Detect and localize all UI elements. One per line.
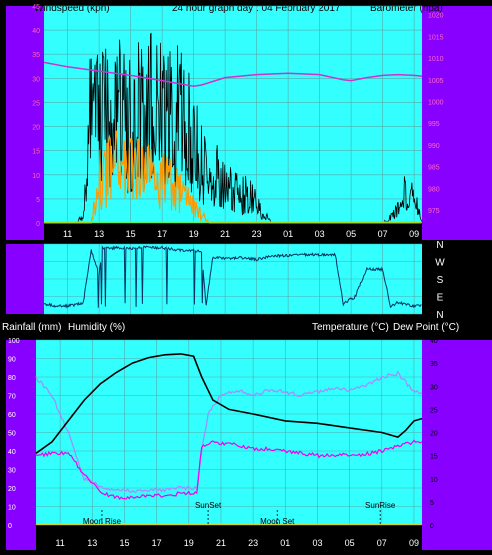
humidity-y-tick-3: 30 xyxy=(8,468,16,475)
humidity-y-tick-1: 10 xyxy=(8,505,16,512)
right-axis-panel-bottom xyxy=(422,340,462,550)
humidity-y-tick-4: 40 xyxy=(8,449,16,456)
left-axis-panel-top xyxy=(6,6,44,240)
barometer-axis-title: Barometer (hpa) xyxy=(370,3,443,14)
humidity-y-tick-2: 20 xyxy=(8,486,16,493)
right-margin-panel xyxy=(462,340,492,550)
baro-y-tick-6: 1005 xyxy=(428,78,444,85)
event-label-1: SunSet xyxy=(195,501,222,510)
temp-y-tick-7: 35 xyxy=(430,361,438,368)
dir-compass-label-4: N xyxy=(436,240,443,251)
baro-y-tick-0: 975 xyxy=(428,208,440,215)
humidity-axis-title: Humidity (%) xyxy=(68,322,125,333)
right-margin-panel-top xyxy=(472,6,492,240)
temp-x-tick-0: 11 xyxy=(55,538,64,548)
temp-y-tick-5: 25 xyxy=(430,407,438,414)
wind-y-tick-2: 10 xyxy=(32,173,40,180)
wind-y-tick-5: 25 xyxy=(32,100,40,107)
wind-x-tick-1: 13 xyxy=(94,229,104,239)
wind-x-tick-4: 19 xyxy=(189,229,199,239)
wind-x-tick-7: 01 xyxy=(283,229,293,239)
wind-y-tick-9: 45 xyxy=(32,4,40,11)
wind-series xyxy=(43,32,423,224)
right-axis-panel-top xyxy=(422,6,472,240)
temp-y-tick-0: 0 xyxy=(430,523,434,530)
temp-y-tick-1: 5 xyxy=(430,500,434,507)
temp-y-tick-6: 30 xyxy=(430,384,438,391)
event-label-2: Moon Set xyxy=(260,517,295,526)
wind-x-tick-10: 07 xyxy=(378,229,388,239)
left-axis-panel-bottom xyxy=(6,340,36,550)
dew-point-line xyxy=(35,439,423,501)
dir-compass-label-1: E xyxy=(437,293,444,304)
humidity-y-tick-5: 50 xyxy=(8,431,16,438)
wind-y-tick-0: 0 xyxy=(36,221,40,228)
dir-compass-label-3: W xyxy=(435,258,445,269)
temp-x-tick-2: 15 xyxy=(119,538,129,548)
wind-x-tick-8: 03 xyxy=(315,229,325,239)
humidity-y-tick-0: 0 xyxy=(8,523,12,530)
windspeed-axis-title: Windspeed (kph) xyxy=(34,3,110,14)
wind-y-tick-6: 30 xyxy=(32,76,40,83)
wind-x-tick-11: 09 xyxy=(409,229,419,239)
temp-x-tick-7: 01 xyxy=(280,538,290,548)
dir-compass-label-0: N xyxy=(436,310,443,321)
temp-x-tick-5: 21 xyxy=(216,538,226,548)
temp-x-tick-1: 13 xyxy=(87,538,97,548)
wind-direction-line xyxy=(43,245,422,309)
wind-x-tick-9: 05 xyxy=(346,229,356,239)
wind-x-tick-2: 15 xyxy=(126,229,136,239)
humidity-y-tick-9: 90 xyxy=(8,357,16,364)
baro-y-tick-4: 995 xyxy=(428,121,440,128)
temp-x-tick-9: 05 xyxy=(345,538,355,548)
baro-y-tick-7: 1010 xyxy=(428,56,444,63)
rainfall-axis-title: Rainfall (mm) xyxy=(2,322,61,333)
barometer-line xyxy=(43,61,423,88)
baro-y-tick-1: 980 xyxy=(428,186,440,193)
temperature-line xyxy=(35,353,423,454)
humidity-y-tick-10: 100 xyxy=(8,338,20,345)
wind-x-tick-6: 23 xyxy=(252,229,262,239)
temp-x-tick-11: 09 xyxy=(409,538,419,548)
dir-compass-label-2: S xyxy=(437,275,444,286)
baro-y-tick-9: 1020 xyxy=(428,13,444,20)
humidity-y-tick-8: 80 xyxy=(8,375,16,382)
baro-y-tick-2: 985 xyxy=(428,165,440,172)
wind-y-tick-8: 40 xyxy=(32,28,40,35)
temp-x-tick-4: 19 xyxy=(184,538,194,548)
temp-y-tick-8: 40 xyxy=(430,338,438,345)
event-label-0: Moon Rise xyxy=(83,517,122,526)
baro-y-tick-8: 1015 xyxy=(428,34,444,41)
gust-line xyxy=(44,130,422,224)
temp-x-tick-10: 07 xyxy=(377,538,387,548)
baro-y-tick-3: 990 xyxy=(428,143,440,150)
temp-y-tick-2: 10 xyxy=(430,477,438,484)
wind-x-tick-5: 21 xyxy=(220,229,230,239)
humidity-y-tick-7: 70 xyxy=(8,394,16,401)
temp-x-tick-6: 23 xyxy=(248,538,258,548)
wind-y-tick-3: 15 xyxy=(32,149,40,156)
wind-y-tick-7: 35 xyxy=(32,52,40,59)
baro-y-tick-5: 1000 xyxy=(428,99,444,106)
axis-labels: 0510152025303540459759809859909951000100… xyxy=(8,4,445,548)
temp-x-tick-3: 17 xyxy=(152,538,162,548)
wind-x-tick-3: 17 xyxy=(157,229,167,239)
wind-x-tick-0: 11 xyxy=(63,229,72,239)
temperature-series: Moon Rise SunSet Moon Set SunRise xyxy=(35,353,423,526)
temp-x-tick-8: 03 xyxy=(312,538,322,548)
wind-y-tick-1: 5 xyxy=(36,197,40,204)
humidity-y-tick-6: 60 xyxy=(8,412,16,419)
wind-y-tick-4: 20 xyxy=(32,125,40,132)
temp-y-tick-4: 20 xyxy=(430,431,438,438)
event-label-3: SunRise xyxy=(365,501,396,510)
humidity-line xyxy=(35,370,423,494)
dew-point-axis-title: Dew Point (°C) xyxy=(393,322,459,333)
direction-series xyxy=(43,245,422,309)
temperature-axis-title: Temperature (°C) xyxy=(312,322,389,333)
temp-y-tick-3: 15 xyxy=(430,454,438,461)
left-axis-panel-direction xyxy=(6,244,44,314)
